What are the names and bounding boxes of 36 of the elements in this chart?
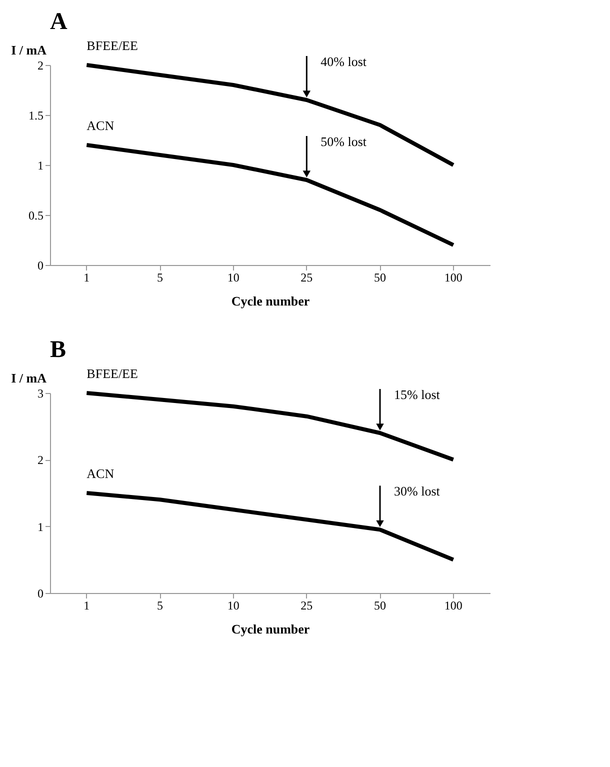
annotation: 40% lost [320, 54, 367, 69]
y-tick-label: 3 [38, 386, 44, 400]
y-tick-label: 0 [38, 258, 44, 272]
y-tick-label: 0.5 [28, 208, 44, 222]
x-tick-label: 1 [84, 598, 90, 612]
y-tick-label: 2 [38, 58, 44, 72]
x-tick-label: 25 [300, 270, 313, 284]
x-tick-label: 5 [157, 270, 163, 284]
line-series [84, 391, 456, 462]
series-label: ACN [86, 118, 115, 133]
x-tick-label: 50 [374, 270, 386, 284]
y-tick-label: 1 [38, 158, 44, 172]
annotation: 15% lost [394, 387, 440, 402]
x-tick-label: 10 [227, 270, 240, 284]
chart-title: B [50, 337, 66, 363]
series-label: BFEE/EE [86, 38, 138, 53]
y-axis-title: I / mA [11, 42, 48, 58]
series-label: BFEE/EE [86, 366, 138, 381]
x-tick-label: 50 [374, 598, 386, 612]
y-tick-label: 1.5 [28, 108, 44, 122]
y-tick-label: 2 [38, 453, 44, 468]
x-tick-label: 100 [444, 598, 462, 612]
series-label: ACN [86, 466, 115, 481]
x-axis-title: Cycle number [231, 294, 310, 308]
x-tick-label: 100 [444, 270, 462, 284]
y-tick-label: 0 [38, 586, 44, 600]
x-axis-title: Cycle number [231, 622, 310, 636]
x-tick-label: 10 [227, 598, 240, 612]
chart-title: A [50, 9, 68, 35]
y-axis-title: I / mA [11, 370, 48, 386]
y-tick-label: 1 [38, 520, 44, 534]
annotation: 30% lost [394, 484, 440, 499]
annotation: 50% lost [320, 134, 367, 149]
x-tick-label: 5 [157, 598, 163, 612]
x-tick-label: 1 [84, 270, 90, 284]
x-tick-label: 25 [300, 598, 313, 612]
